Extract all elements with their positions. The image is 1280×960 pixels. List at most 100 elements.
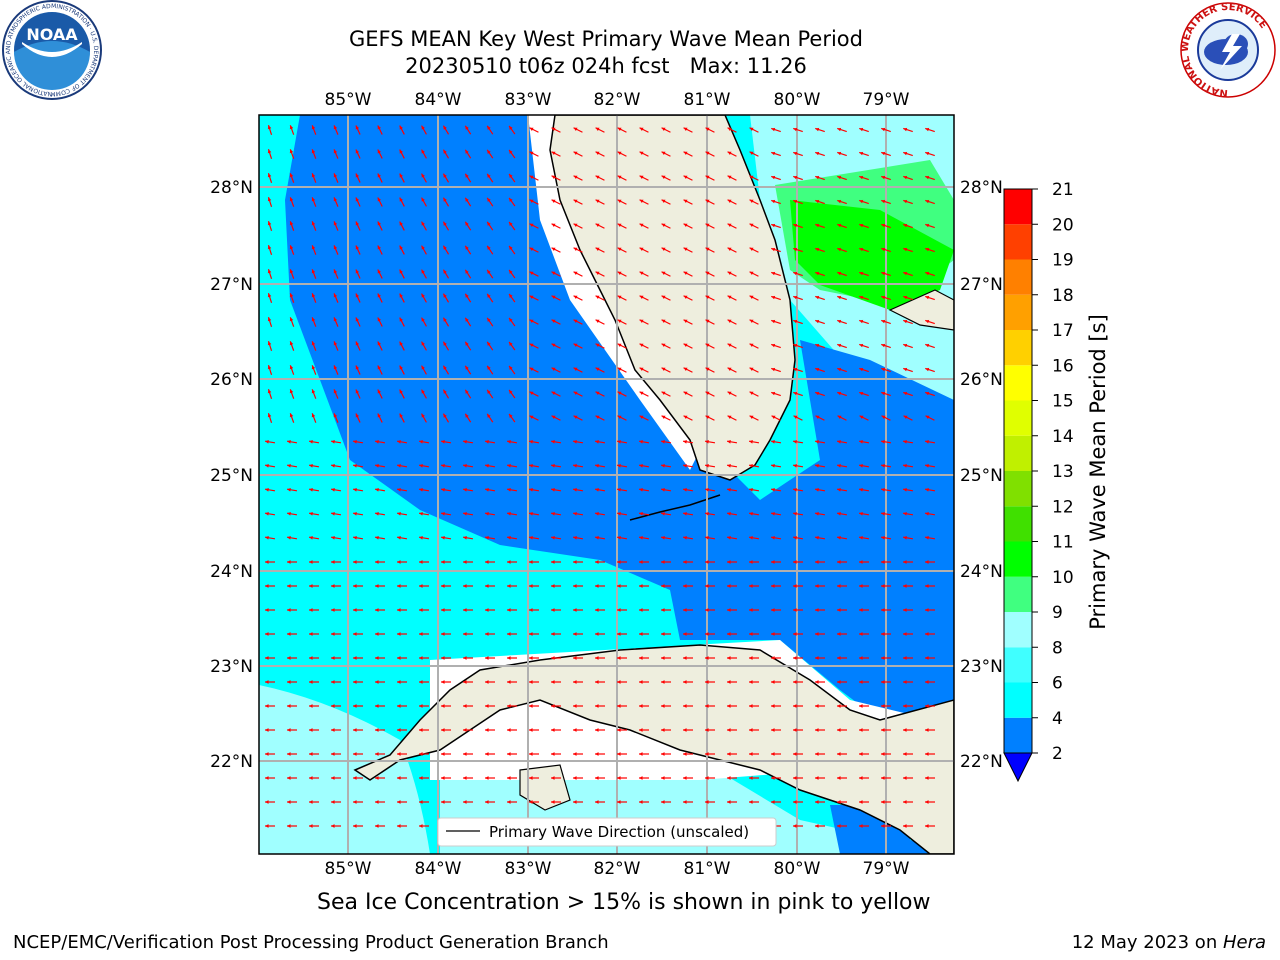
wave-arrow-head <box>441 728 445 732</box>
wave-arrow-head <box>793 463 797 468</box>
wave-arrow-head <box>837 704 841 708</box>
wave-arrow-head <box>551 632 555 636</box>
wave-arrow-head <box>509 389 513 394</box>
wave-arrow-head <box>639 151 644 155</box>
wave-arrow-head <box>421 341 425 346</box>
wave-arrow-head <box>551 271 556 275</box>
wave-arrow-head <box>815 584 819 588</box>
wave-arrow-head <box>529 151 534 155</box>
wave-arrow-head <box>375 511 379 516</box>
wave-arrow-head <box>421 245 425 250</box>
wave-arrow-head <box>551 295 556 299</box>
wave-arrow-head <box>705 752 709 756</box>
wave-arrow-head <box>815 632 819 636</box>
wave-arrow-head <box>509 365 513 370</box>
wave-arrow-head <box>265 463 269 468</box>
wave-arrow-head <box>749 680 753 684</box>
wave-arrow-head <box>573 151 578 155</box>
wave-arrow-head <box>837 175 842 180</box>
wave-arrow-head <box>749 295 754 299</box>
wave-arrow-head <box>419 776 423 780</box>
wave-arrow-head <box>441 584 445 588</box>
colorbar-tick-label: 16 <box>1052 356 1074 376</box>
wave-arrow-head <box>903 367 908 372</box>
wave-arrow-head <box>661 175 666 179</box>
lat-label: 22°N <box>210 752 253 772</box>
wave-arrow-head <box>837 560 841 564</box>
wave-arrow-head <box>463 463 467 468</box>
wave-arrow-head <box>267 317 272 322</box>
wave-arrow-head <box>925 656 929 660</box>
wave-arrow-head <box>749 367 754 371</box>
wave-arrow-head <box>793 656 797 660</box>
wave-arrow-head <box>881 343 886 348</box>
wave-arrow-head <box>551 511 555 516</box>
wave-arrow-head <box>661 560 665 564</box>
wave-arrow-head <box>815 199 820 204</box>
wave-arrow-head <box>903 319 908 324</box>
wave-arrow-head <box>639 560 643 564</box>
wave-arrow-head <box>837 127 842 132</box>
wave-arrow-head <box>881 295 886 300</box>
wave-arrow-head <box>617 439 621 444</box>
wave-arrow-head <box>881 535 885 540</box>
wave-arrow-head <box>507 608 511 612</box>
wave-arrow-head <box>749 776 753 780</box>
wave-arrow-head <box>595 151 600 155</box>
wave-arrow-head <box>727 367 732 371</box>
wave-arrow-head <box>639 223 644 227</box>
wave-arrow-head <box>287 632 291 636</box>
wave-arrow-head <box>485 680 489 684</box>
wave-arrow-head <box>771 439 775 444</box>
wave-arrow-head <box>353 776 357 780</box>
wave-arrow-head <box>837 728 841 732</box>
wave-arrow-head <box>683 560 687 564</box>
wave-arrow-head <box>331 463 335 468</box>
wave-arrow-head <box>595 800 599 804</box>
wave-arrow-head <box>793 439 797 444</box>
wave-arrow-head <box>881 391 886 396</box>
wave-arrow-head <box>397 535 401 540</box>
wave-arrow-head <box>551 463 555 468</box>
wave-arrow-head <box>595 295 600 299</box>
wave-arrow-head <box>265 560 269 564</box>
wave-arrow-head <box>793 776 797 780</box>
wave-arrow-head <box>443 221 447 226</box>
wave-arrow-head <box>309 560 313 564</box>
wave-arrow-head <box>903 511 907 516</box>
wave-arrow-head <box>705 632 709 636</box>
wave-arrow-head <box>683 295 688 299</box>
wave-arrow-head <box>683 511 687 516</box>
wave-arrow-head <box>397 584 401 588</box>
wave-arrow-head <box>573 223 578 227</box>
wave-arrow-head <box>727 680 731 684</box>
wave-arrow-head <box>421 293 425 298</box>
wave-arrow-head <box>815 415 820 419</box>
wave-arrow-head <box>617 463 621 468</box>
wave-arrow-head <box>309 704 313 708</box>
wave-arrow-head <box>925 776 929 780</box>
colorbar-tick-label: 6 <box>1052 674 1063 694</box>
wave-arrow-head <box>639 752 643 756</box>
wave-arrow-head <box>375 776 379 780</box>
wave-arrow-head <box>485 487 489 492</box>
wave-arrow-head <box>683 680 687 684</box>
cuba-land <box>353 644 954 854</box>
colorbar-tick-label: 13 <box>1052 462 1074 482</box>
wave-arrow-head <box>705 728 709 732</box>
wave-arrow-head <box>419 728 423 732</box>
wave-arrow-head <box>793 127 798 132</box>
wave-arrow-head <box>661 704 665 708</box>
wave-arrow-head <box>289 317 294 322</box>
wave-arrow-head <box>661 199 666 203</box>
wave-arrow-head <box>463 584 467 588</box>
wave-arrow-head <box>443 413 447 418</box>
wave-arrow-head <box>355 197 360 202</box>
wave-arrow-head <box>925 800 929 804</box>
wave-arrow-head <box>903 439 907 444</box>
wave-arrow-head <box>639 535 643 540</box>
wave-arrow-head <box>375 728 379 732</box>
wave-arrow-head <box>617 223 622 227</box>
wave-arrow-head <box>573 632 577 636</box>
wave-arrow-head <box>465 269 469 274</box>
